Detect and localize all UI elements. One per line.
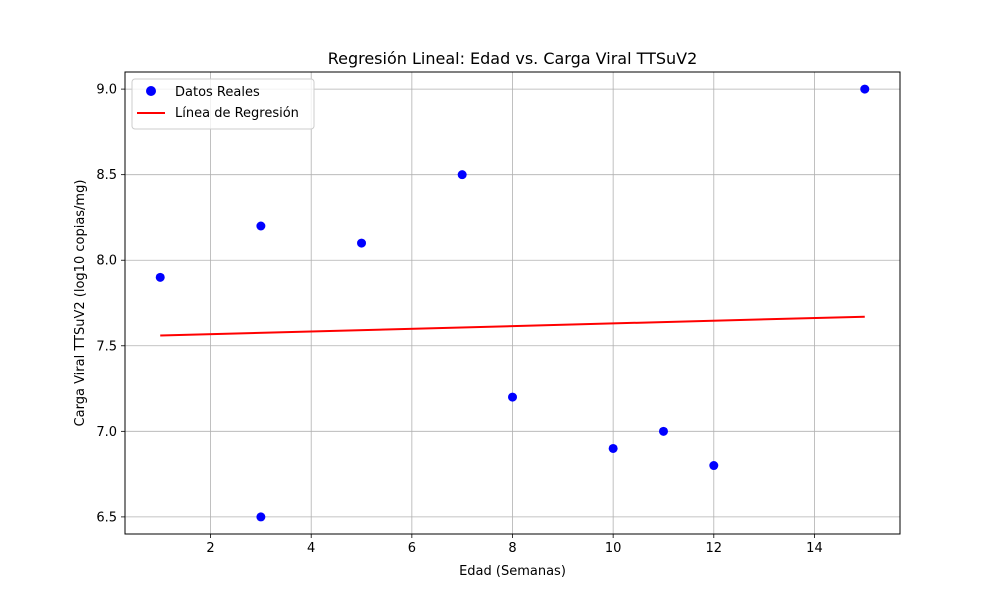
x-tick-label: 4 bbox=[307, 541, 315, 556]
y-tick-label: 8.0 bbox=[96, 254, 117, 269]
x-tick-label: 10 bbox=[605, 541, 622, 556]
data-point bbox=[256, 512, 266, 522]
y-tick-label: 9.0 bbox=[96, 83, 117, 98]
y-tick-label: 6.5 bbox=[96, 510, 117, 525]
data-point bbox=[709, 461, 719, 471]
x-tick-label: 8 bbox=[508, 541, 516, 556]
x-tick-label: 6 bbox=[408, 541, 416, 556]
legend-marker-datos-reales bbox=[146, 86, 156, 96]
data-point bbox=[357, 238, 367, 248]
data-point bbox=[608, 443, 618, 453]
x-tick-label: 12 bbox=[706, 541, 723, 556]
y-tick-label: 7.5 bbox=[96, 339, 117, 354]
data-point bbox=[155, 272, 165, 282]
legend: Datos Reales Línea de Regresión bbox=[131, 78, 315, 130]
y-tick-label: 8.5 bbox=[96, 168, 117, 183]
x-axis-label: Edad (Semanas) bbox=[459, 564, 566, 579]
data-point bbox=[457, 170, 467, 180]
legend-label-linea-regresion: Línea de Regresión bbox=[175, 106, 299, 121]
regression-line bbox=[160, 315, 865, 337]
data-point bbox=[658, 426, 668, 436]
x-tick-label: 2 bbox=[206, 541, 214, 556]
data-point bbox=[860, 84, 870, 94]
y-axis-label: Carga Viral TTSuV2 (log10 copias/mg) bbox=[73, 180, 88, 427]
tick-layer: 2 4 6 8 10 12 14 6.5 7.0 7.5 8.0 8.5 9.0 bbox=[96, 83, 822, 556]
y-tick-label: 7.0 bbox=[96, 425, 117, 440]
grid bbox=[125, 72, 900, 534]
data-point bbox=[256, 221, 266, 231]
legend-box bbox=[131, 78, 315, 130]
x-tick-label: 14 bbox=[806, 541, 823, 556]
chart-title: Regresión Lineal: Edad vs. Carga Viral T… bbox=[328, 49, 698, 68]
data-point bbox=[508, 392, 517, 402]
legend-label-datos-reales: Datos Reales bbox=[175, 85, 260, 100]
series-layer bbox=[155, 84, 870, 522]
